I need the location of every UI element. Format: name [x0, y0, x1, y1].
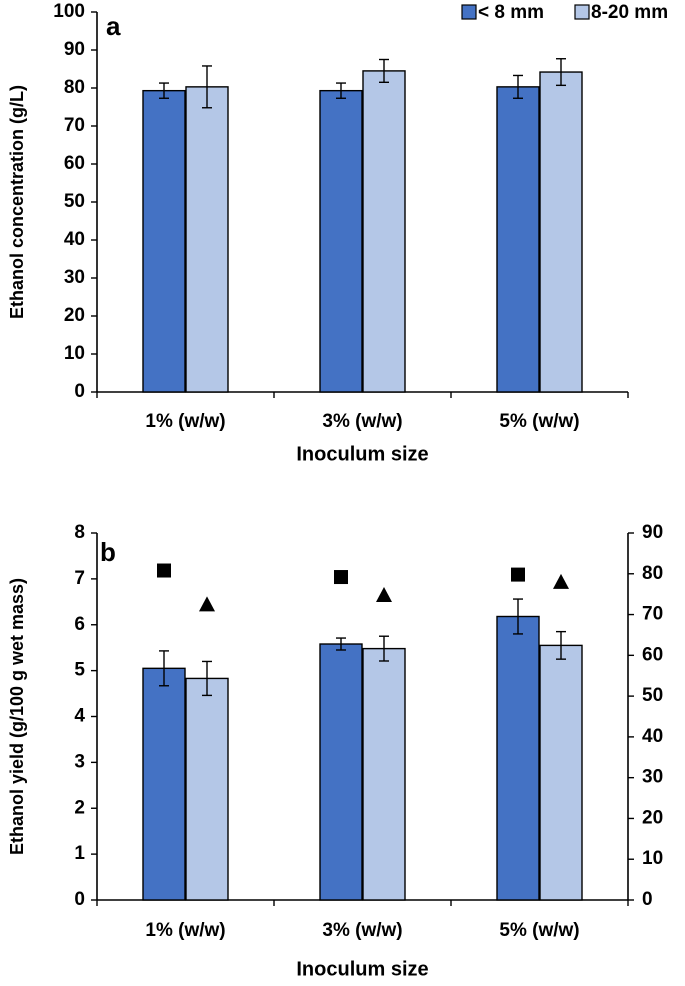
y2-tick-label: 20 — [642, 807, 663, 828]
y2-tick-label: 10 — [642, 848, 663, 869]
bar — [496, 86, 540, 393]
x-category-label: 1% (w/w) — [145, 920, 225, 941]
x-category-label: 3% (w/w) — [322, 920, 402, 941]
y-tick-label: 2 — [74, 797, 85, 818]
y-tick-label: 60 — [64, 153, 85, 174]
y-tick-label: 3 — [74, 751, 85, 772]
y-tick-label: 30 — [64, 267, 85, 288]
y-tick-label: 40 — [64, 229, 85, 250]
y-tick-label: 1 — [74, 843, 85, 864]
square-marker — [334, 570, 348, 585]
y-tick-label: 6 — [74, 614, 85, 635]
x-category-label: 1% (w/w) — [145, 411, 225, 432]
bar — [185, 677, 229, 901]
bar — [185, 86, 229, 393]
triangle-marker — [553, 573, 569, 589]
y-tick-label: 8 — [74, 522, 85, 543]
y-tick-label: 0 — [74, 889, 85, 910]
y-tick-label: 4 — [74, 706, 85, 727]
bar — [539, 71, 583, 393]
legend-swatch — [461, 4, 477, 20]
x-axis-title: Inoculum size — [296, 443, 428, 465]
legend-label: < 8 mm — [478, 2, 544, 23]
bar — [319, 643, 363, 901]
y2-tick-label: 0 — [642, 889, 653, 910]
y-tick-label: 10 — [64, 343, 85, 364]
triangle-marker — [199, 596, 215, 612]
y2-tick-label: 30 — [642, 767, 663, 788]
y2-tick-label: 60 — [642, 644, 663, 665]
bar — [362, 647, 406, 901]
x-category-label: 3% (w/w) — [322, 411, 402, 432]
y-axis-title: Ethanol concentration (g/L) — [7, 85, 27, 319]
bar — [142, 89, 186, 393]
legend-label: 8-20 mm — [591, 2, 668, 23]
bar — [539, 644, 583, 901]
square-marker — [157, 563, 171, 578]
y-tick-label: 70 — [64, 115, 85, 136]
y-tick-label: 5 — [74, 660, 85, 681]
y2-tick-label: 50 — [642, 685, 663, 706]
bar — [362, 70, 406, 393]
x-axis-title: Inoculum size — [296, 958, 428, 980]
y-tick-label: 50 — [64, 191, 85, 212]
y2-tick-label: 40 — [642, 726, 663, 747]
y2-tick-label: 70 — [642, 604, 663, 625]
triangle-marker — [376, 586, 392, 602]
y-tick-label: 0 — [74, 381, 85, 402]
x-category-label: 5% (w/w) — [499, 411, 579, 432]
bar — [496, 615, 540, 901]
y-tick-label: 7 — [74, 568, 85, 589]
y-tick-label: 90 — [64, 39, 85, 60]
square-marker — [511, 567, 525, 582]
y-tick-label: 20 — [64, 305, 85, 326]
y-tick-label: 100 — [53, 1, 85, 22]
x-category-label: 5% (w/w) — [499, 920, 579, 941]
y2-tick-label: 80 — [642, 563, 663, 584]
y-axis-title: Ethanol yield (g/100 g wet mass) — [7, 578, 27, 855]
bar — [319, 89, 363, 393]
panel-label: a — [106, 11, 121, 41]
y-tick-label: 80 — [64, 77, 85, 98]
legend-swatch — [574, 4, 590, 20]
panel-label: b — [100, 537, 116, 567]
bar — [142, 667, 186, 901]
y2-tick-label: 90 — [642, 522, 663, 543]
